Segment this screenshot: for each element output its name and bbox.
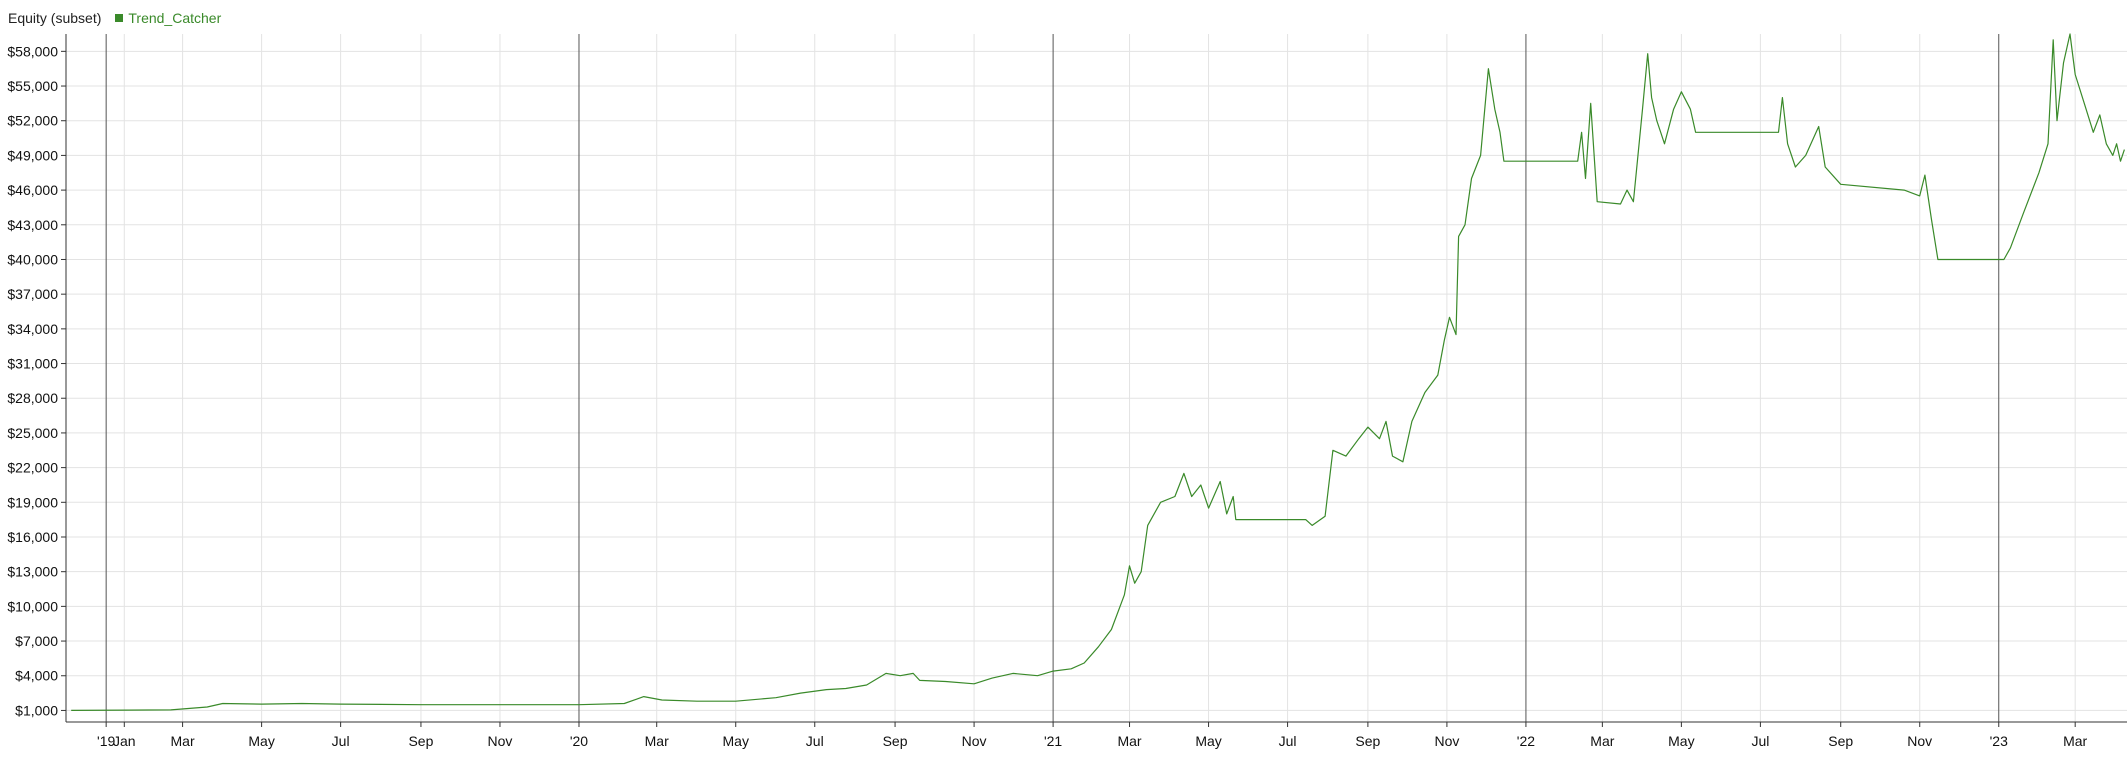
y-tick-label: $31,000 [7, 356, 58, 372]
y-tick-label: $19,000 [7, 494, 58, 510]
legend-label: Trend_Catcher [128, 10, 222, 26]
x-tick-label: Jul [332, 733, 350, 749]
chart-title: Equity (subset) [8, 10, 102, 26]
x-tick-label: '19 [97, 733, 115, 749]
legend-swatch-icon [115, 14, 124, 22]
x-tick-label: May [1195, 733, 1221, 749]
x-tick-label: Nov [488, 733, 513, 749]
y-tick-label: $22,000 [7, 460, 58, 476]
x-tick-label: Nov [962, 733, 987, 749]
x-tick-label: '22 [1517, 733, 1535, 749]
y-tick-label: $16,000 [7, 529, 58, 545]
y-tick-label: $7,000 [15, 633, 58, 649]
x-tick-label: Jul [806, 733, 824, 749]
y-tick-label: $13,000 [7, 564, 58, 580]
legend-item-trend-catcher[interactable]: Trend_Catcher [115, 10, 221, 26]
x-tick-label: Jul [1279, 733, 1297, 749]
x-tick-label: '20 [570, 733, 588, 749]
x-tick-label: Mar [1117, 733, 1141, 749]
y-tick-label: $40,000 [7, 251, 58, 267]
x-tick-label: Nov [1434, 733, 1459, 749]
x-tick-label: Mar [2063, 733, 2087, 749]
x-tick-label: Sep [408, 733, 433, 749]
y-tick-label: $10,000 [7, 598, 58, 614]
x-tick-label: May [248, 733, 274, 749]
x-tick-label: Sep [1828, 733, 1853, 749]
x-tick-label: Jan [113, 733, 136, 749]
y-tick-label: $34,000 [7, 321, 58, 337]
x-tick-label: Sep [1355, 733, 1380, 749]
y-tick-label: $46,000 [7, 182, 58, 198]
y-tick-label: $43,000 [7, 217, 58, 233]
chart-header: Equity (subset) Trend_Catcher [8, 6, 221, 30]
x-tick-label: May [723, 733, 749, 749]
x-tick-label: Jul [1751, 733, 1769, 749]
x-tick-label: Mar [645, 733, 669, 749]
series-line-trend-catcher [71, 33, 2125, 711]
y-tick-label: $1,000 [15, 702, 58, 718]
x-tick-label: Mar [171, 733, 195, 749]
y-tick-label: $28,000 [7, 390, 58, 406]
x-tick-label: '23 [1990, 733, 2008, 749]
y-tick-label: $55,000 [7, 78, 58, 94]
x-tick-label: Sep [883, 733, 908, 749]
y-tick-label: $37,000 [7, 286, 58, 302]
y-tick-label: $58,000 [7, 43, 58, 59]
x-tick-label: Mar [1590, 733, 1614, 749]
x-tick-label: '21 [1044, 733, 1062, 749]
x-tick-label: May [1668, 733, 1694, 749]
x-tick-label: Nov [1907, 733, 1932, 749]
y-tick-label: $25,000 [7, 425, 58, 441]
y-tick-label: $49,000 [7, 147, 58, 163]
y-tick-label: $52,000 [7, 113, 58, 129]
y-tick-label: $4,000 [15, 668, 58, 684]
